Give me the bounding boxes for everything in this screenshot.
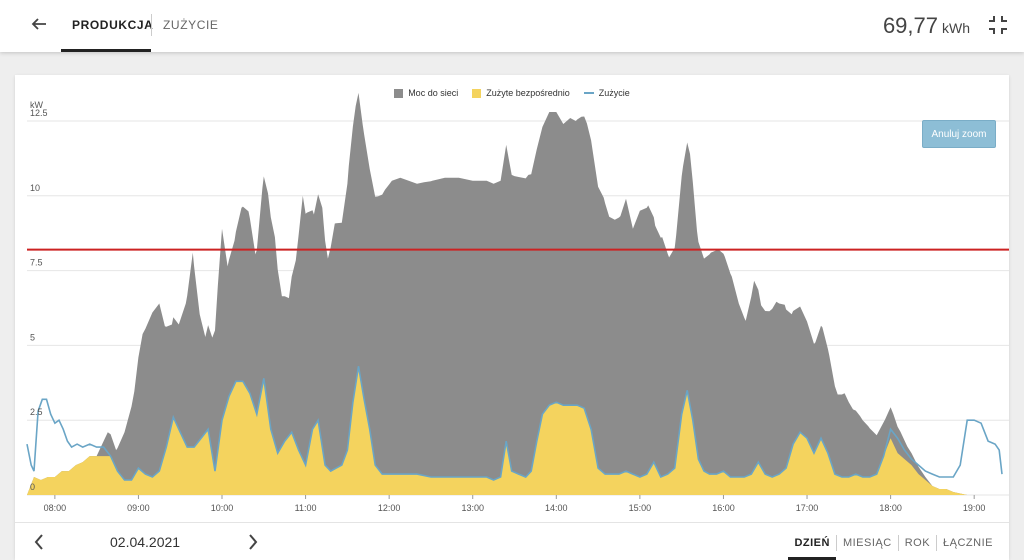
x-tick-label: 13:00 xyxy=(461,503,484,513)
fullscreen-exit-icon xyxy=(989,16,1007,34)
reset-zoom-button[interactable]: Anuluj zoom xyxy=(922,120,996,148)
x-tick-label: 18:00 xyxy=(879,503,902,513)
x-tick-label: 12:00 xyxy=(378,503,401,513)
top-bar: PRODUKCJA ZUŻYCIE 69,77 kWh xyxy=(0,0,1024,52)
total-energy-unit: kWh xyxy=(942,20,970,36)
current-date[interactable]: 02.04.2021 xyxy=(110,534,181,550)
y-axis-unit: kW xyxy=(30,100,44,110)
tab-divider xyxy=(151,14,152,36)
x-tick-label: 10:00 xyxy=(211,503,234,513)
period-divider xyxy=(835,535,837,551)
back-button[interactable] xyxy=(26,10,52,38)
x-tick-label: 09:00 xyxy=(127,503,150,513)
x-tick-label: 11:00 xyxy=(295,503,317,513)
legend-item-consumption[interactable]: Zużycie xyxy=(583,88,630,98)
legend-label-grid-export: Moc do sieci xyxy=(408,88,459,98)
exit-fullscreen-button[interactable] xyxy=(986,13,1010,37)
chevron-right-icon xyxy=(249,534,258,550)
x-tick-label: 19:00 xyxy=(963,503,986,513)
period-total[interactable]: ŁĄCZNIE xyxy=(943,537,993,549)
y-tick-label: 5 xyxy=(30,332,35,342)
y-tick-label: 12.5 xyxy=(30,108,48,118)
period-year[interactable]: ROK xyxy=(904,537,931,549)
period-month[interactable]: MIESIĄC xyxy=(842,537,892,549)
legend-swatch-consumption xyxy=(583,92,594,94)
arrow-left-icon xyxy=(31,18,46,30)
legend-item-self-consumed[interactable]: Zużyte bezpośrednio xyxy=(472,88,570,98)
total-energy-value: 69,77 xyxy=(882,13,938,38)
chart-legend: Moc do sieci Zużyte bezpośrednio Zużycie xyxy=(15,88,1009,98)
chevron-left-icon xyxy=(34,534,43,550)
y-tick-label: 0 xyxy=(30,482,35,492)
legend-item-grid-export[interactable]: Moc do sieci xyxy=(394,88,458,98)
chart-card: Moc do sieci Zużyte bezpośrednio Zużycie… xyxy=(15,75,1009,559)
x-tick-label: 14:00 xyxy=(545,503,568,513)
y-tick-label: 10 xyxy=(30,183,40,193)
active-tab-indicator xyxy=(61,49,151,52)
series-area-grid-export xyxy=(27,92,1009,496)
x-tick-label: 08:00 xyxy=(44,503,67,513)
date-navigation-bar: 02.04.2021 DZIEŃ MIESIĄC ROK ŁĄCZNIE xyxy=(15,522,1009,560)
next-date-button[interactable] xyxy=(241,529,265,555)
y-tick-label: 7.5 xyxy=(30,258,43,268)
tab-zuzycie[interactable]: ZUŻYCIE xyxy=(163,18,219,32)
legend-swatch-grid-export xyxy=(394,88,404,98)
previous-date-button[interactable] xyxy=(27,529,51,555)
period-divider xyxy=(897,535,899,551)
tab-produkcja[interactable]: PRODUKCJA xyxy=(72,18,154,32)
energy-chart[interactable]: 12.5 10 7.5 5 2.5 0 kW 08:00 09:00 10:00 11:00 12:0… xyxy=(15,75,1009,522)
series-area-self-consumed xyxy=(27,366,1009,495)
legend-label-consumption: Zużycie xyxy=(598,88,630,98)
series-line-consumption xyxy=(26,366,1003,481)
x-tick-label: 16:00 xyxy=(712,503,735,513)
legend-swatch-self-consumed xyxy=(472,88,482,98)
period-divider xyxy=(936,535,938,551)
period-day[interactable]: DZIEŃ xyxy=(788,537,836,560)
y-tick-label: 2.5 xyxy=(30,407,43,417)
x-tick-label: 17:00 xyxy=(796,503,819,513)
legend-label-self-consumed: Zużyte bezpośrednio xyxy=(486,88,570,98)
x-tick-label: 15:00 xyxy=(629,503,652,513)
total-energy: 69,77 kWh xyxy=(883,13,970,39)
period-selector: DZIEŃ MIESIĄC ROK ŁĄCZNIE xyxy=(788,535,999,560)
